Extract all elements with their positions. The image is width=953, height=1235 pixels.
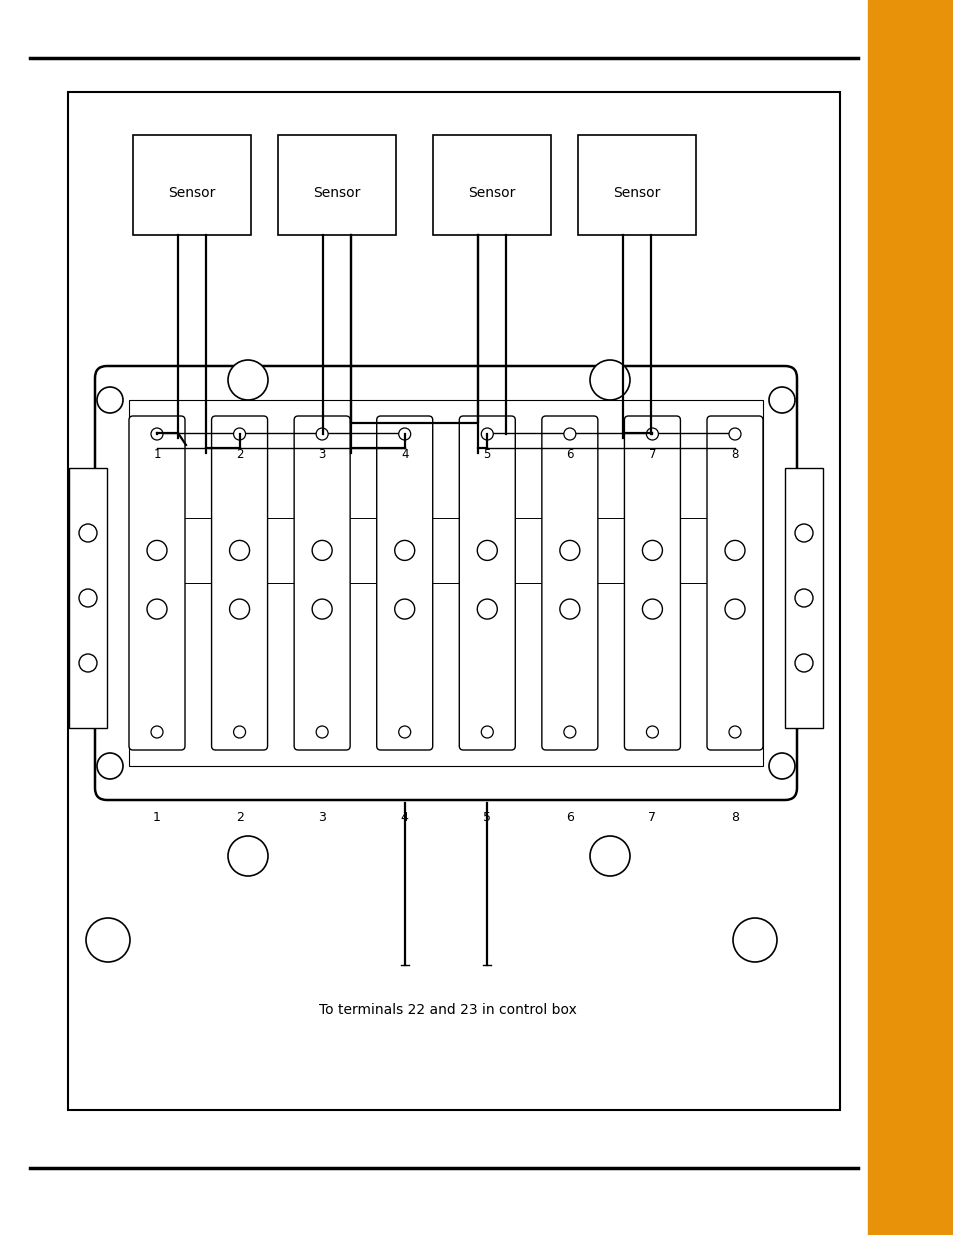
Text: Sensor: Sensor (613, 186, 660, 200)
Circle shape (476, 541, 497, 561)
Circle shape (480, 726, 493, 739)
Bar (69, 468, 107, 727)
Circle shape (646, 429, 658, 440)
Text: 3: 3 (318, 811, 326, 825)
Circle shape (728, 429, 740, 440)
Bar (68, 91, 840, 1110)
Text: Sensor: Sensor (168, 186, 215, 200)
Circle shape (794, 589, 812, 606)
Circle shape (147, 599, 167, 619)
Bar (277, 135, 395, 235)
Circle shape (97, 753, 123, 779)
Circle shape (151, 429, 163, 440)
Circle shape (398, 429, 411, 440)
Text: 1: 1 (153, 447, 161, 461)
Circle shape (732, 918, 776, 962)
Circle shape (589, 836, 629, 876)
Bar (867, 0, 953, 1235)
Circle shape (86, 918, 130, 962)
Circle shape (794, 524, 812, 542)
Circle shape (312, 599, 332, 619)
Bar (433, 135, 551, 235)
Circle shape (147, 541, 167, 561)
Circle shape (97, 387, 123, 412)
FancyBboxPatch shape (624, 416, 679, 750)
Bar (578, 135, 696, 235)
Text: 7: 7 (648, 811, 656, 825)
Circle shape (233, 429, 245, 440)
Text: 2: 2 (235, 447, 243, 461)
FancyBboxPatch shape (458, 416, 515, 750)
Circle shape (312, 541, 332, 561)
FancyBboxPatch shape (706, 416, 762, 750)
Circle shape (794, 655, 812, 672)
Circle shape (398, 726, 411, 739)
Circle shape (79, 524, 97, 542)
Text: 8: 8 (731, 447, 738, 461)
FancyBboxPatch shape (294, 416, 350, 750)
Text: Sensor: Sensor (468, 186, 516, 200)
FancyBboxPatch shape (212, 416, 267, 750)
Text: 6: 6 (565, 811, 573, 825)
Bar (129, 400, 762, 766)
Circle shape (79, 655, 97, 672)
Text: 8: 8 (730, 811, 739, 825)
Circle shape (641, 599, 661, 619)
Circle shape (563, 726, 576, 739)
Circle shape (768, 753, 794, 779)
Circle shape (768, 387, 794, 412)
Bar (132, 135, 251, 235)
Text: To terminals 22 and 23 in control box: To terminals 22 and 23 in control box (318, 1003, 577, 1016)
Circle shape (559, 541, 579, 561)
Circle shape (395, 541, 415, 561)
Circle shape (228, 359, 268, 400)
Circle shape (315, 726, 328, 739)
Circle shape (476, 599, 497, 619)
Circle shape (559, 599, 579, 619)
Circle shape (228, 836, 268, 876)
Circle shape (641, 541, 661, 561)
FancyBboxPatch shape (376, 416, 433, 750)
Text: 1: 1 (152, 811, 161, 825)
Circle shape (724, 541, 744, 561)
Circle shape (724, 599, 744, 619)
Circle shape (728, 726, 740, 739)
Circle shape (230, 599, 250, 619)
Bar (784, 468, 822, 727)
FancyBboxPatch shape (129, 416, 185, 750)
Circle shape (563, 429, 576, 440)
Text: 6: 6 (565, 447, 573, 461)
Text: Sensor: Sensor (313, 186, 360, 200)
Circle shape (233, 726, 245, 739)
Text: 2: 2 (235, 811, 243, 825)
Text: 5: 5 (483, 811, 491, 825)
FancyBboxPatch shape (541, 416, 598, 750)
Circle shape (79, 589, 97, 606)
Circle shape (395, 599, 415, 619)
Circle shape (151, 726, 163, 739)
Circle shape (230, 541, 250, 561)
Circle shape (646, 726, 658, 739)
Circle shape (480, 429, 493, 440)
Circle shape (589, 359, 629, 400)
Text: 3: 3 (318, 447, 326, 461)
Text: 5: 5 (483, 447, 491, 461)
FancyBboxPatch shape (95, 366, 796, 800)
Text: 4: 4 (400, 811, 408, 825)
Circle shape (315, 429, 328, 440)
Text: 4: 4 (400, 447, 408, 461)
Text: 7: 7 (648, 447, 656, 461)
